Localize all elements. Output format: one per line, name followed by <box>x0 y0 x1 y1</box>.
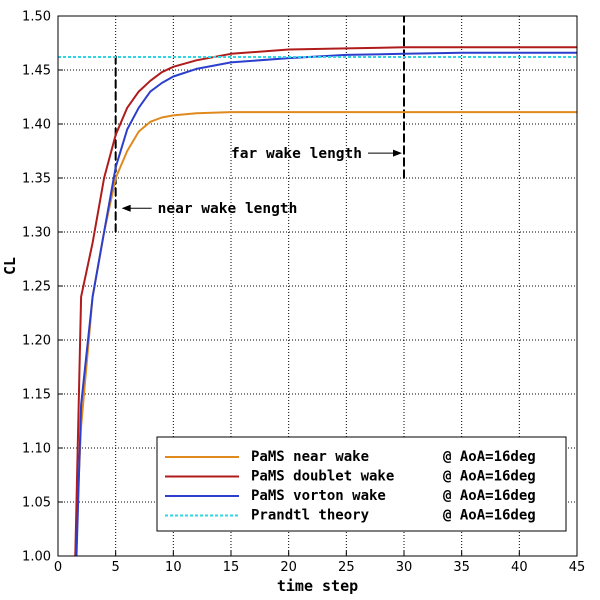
legend-entry-label: PaMS vorton wake <box>251 488 386 504</box>
legend: PaMS near wake @ AoA=16deg PaMS doublet wa… <box>156 436 567 532</box>
x-tick-label: 45 <box>569 560 586 575</box>
series-line <box>75 51 577 557</box>
y-tick-label: 1.40 <box>22 118 51 133</box>
annotations: far wake length near wake length <box>121 146 402 217</box>
x-tick-label: 15 <box>223 560 240 575</box>
y-axis-ticks: 1.00 1.05 1.10 1.15 1.20 1.25 1.30 1.35 1.40 1.45… <box>22 10 63 565</box>
legend-entry-condition: @ AoA=16deg <box>443 508 536 524</box>
arrow-head <box>393 149 402 157</box>
annotation-label: far wake length <box>231 146 362 162</box>
y-tick-label: 1.35 <box>22 172 51 187</box>
x-tick-label: 25 <box>338 560 355 575</box>
x-axis-label: time step <box>277 577 358 595</box>
legend-entry-label: PaMS near wake <box>251 449 369 465</box>
x-tick-label: 5 <box>112 560 120 575</box>
y-tick-label: 1.15 <box>22 388 51 403</box>
y-tick-label: 1.50 <box>22 10 51 25</box>
y-tick-label: 1.25 <box>22 280 51 295</box>
legend-entry-condition: @ AoA=16deg <box>443 469 536 485</box>
y-axis-label: CL <box>1 257 19 275</box>
x-axis-ticks: 0 5 10 15 20 25 30 35 40 45 <box>54 551 585 575</box>
plot-frame <box>57 15 578 557</box>
y-tick-label: 1.20 <box>22 334 51 349</box>
x-tick-label: 40 <box>511 560 528 575</box>
arrow-head <box>121 204 131 212</box>
x-tick-label: 30 <box>396 560 413 575</box>
legend-entry-label: Prandtl theory <box>251 508 370 524</box>
legend-entry-condition: @ AoA=16deg <box>443 449 536 465</box>
x-tick-label: 10 <box>165 560 182 575</box>
series-line <box>74 46 577 557</box>
x-tick-label: 35 <box>453 560 470 575</box>
wake-length-markers <box>114 16 405 232</box>
y-tick-label: 1.00 <box>22 550 51 565</box>
x-tick-label: 0 <box>54 560 62 575</box>
y-tick-label: 1.05 <box>22 496 51 511</box>
annotation-label: near wake length <box>158 201 298 217</box>
x-tick-label: 20 <box>280 560 297 575</box>
y-tick-label: 1.30 <box>22 226 51 241</box>
series-lines <box>58 46 577 557</box>
legend-entry-condition: @ AoA=16deg <box>443 488 536 504</box>
y-tick-label: 1.45 <box>22 64 51 79</box>
y-tick-label: 1.10 <box>22 442 51 457</box>
legend-entry-label: PaMS doublet wake <box>251 469 394 485</box>
